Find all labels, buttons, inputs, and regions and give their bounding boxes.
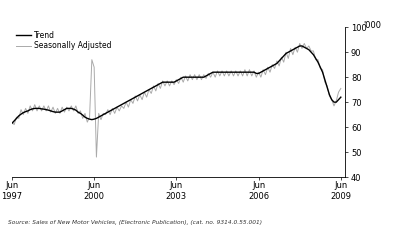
Legend: Trend, Seasonally Adjusted: Trend, Seasonally Adjusted: [16, 31, 112, 50]
Text: Source: Sales of New Motor Vehicles, (Electronic Publication), (cat. no. 9314.0.: Source: Sales of New Motor Vehicles, (El…: [8, 220, 262, 225]
Y-axis label: '000: '000: [363, 21, 381, 30]
